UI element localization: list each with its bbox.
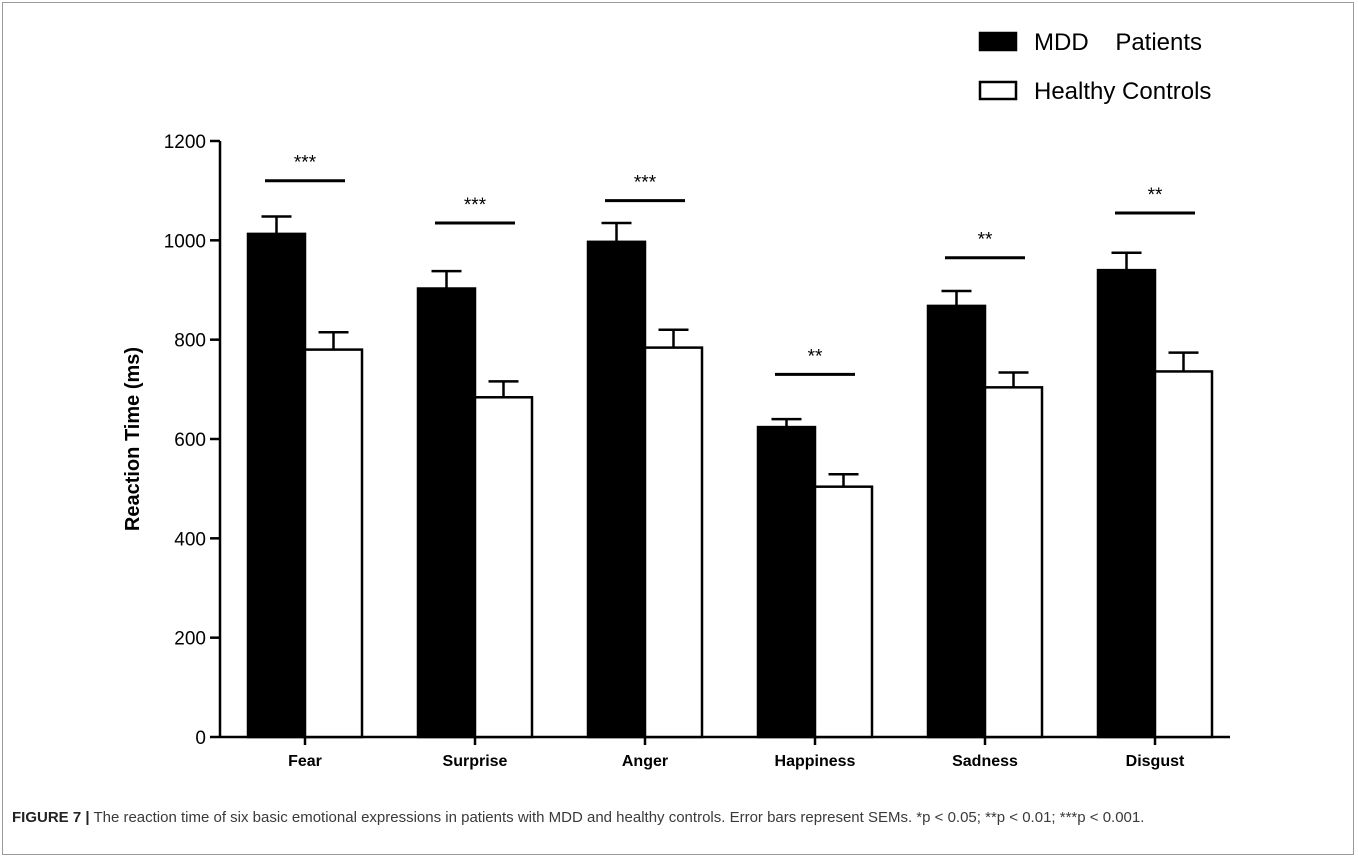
x-tick-label: Disgust (1126, 753, 1185, 770)
x-tick-label: Fear (288, 753, 322, 770)
bar-mdd-disgust (1096, 268, 1157, 739)
x-tick-label: Anger (622, 753, 668, 770)
y-tick-label: 800 (174, 331, 206, 352)
y-tick-label: 200 (174, 629, 206, 650)
significance-label: ** (978, 230, 993, 251)
bar-mdd-happiness (756, 425, 817, 739)
significance-label: *** (294, 153, 317, 174)
bar-mdd-anger (586, 240, 647, 739)
bar-control-disgust (1153, 370, 1214, 739)
bar-control-sadness (983, 386, 1044, 739)
significance-label: ** (808, 346, 823, 367)
bar-control-surprise (473, 396, 534, 739)
bar-control-fear (303, 348, 364, 739)
y-tick-label: 1000 (164, 231, 206, 252)
bar-chart: 0 200 400 600 800 1000 1200 Reaction Time (ms) F… (122, 29, 1230, 770)
significance-label: *** (464, 195, 487, 216)
bar-control-happiness (813, 485, 874, 739)
y-tick-label: 1200 (164, 132, 206, 153)
y-tick-label: 0 (195, 728, 206, 749)
y-axis-label: Reaction Time (ms) (122, 347, 144, 531)
significance-label: ** (1148, 185, 1163, 206)
bar-control-anger (643, 346, 704, 739)
significance-label: *** (634, 173, 657, 194)
legend-swatch-mdd (978, 31, 1018, 52)
legend-label-control: Healthy Controls (1034, 78, 1211, 105)
x-tick-label: Surprise (443, 753, 508, 770)
x-tick-label: Sadness (952, 753, 1018, 770)
y-tick-label: 400 (174, 529, 206, 550)
figure-caption: FIGURE 7 | The reaction time of six basi… (12, 807, 1342, 828)
bar-mdd-sadness (926, 304, 987, 739)
legend-swatch-control (978, 80, 1018, 101)
bar-mdd-fear (246, 232, 307, 739)
x-tick-label: Happiness (775, 753, 856, 770)
caption-text: The reaction time of six basic emotional… (89, 809, 1145, 826)
bar-mdd-surprise (416, 287, 477, 739)
legend-label-mdd: MDD Patients (1034, 29, 1202, 56)
caption-label: FIGURE 7 | (12, 809, 90, 826)
y-tick-label: 600 (174, 430, 206, 451)
